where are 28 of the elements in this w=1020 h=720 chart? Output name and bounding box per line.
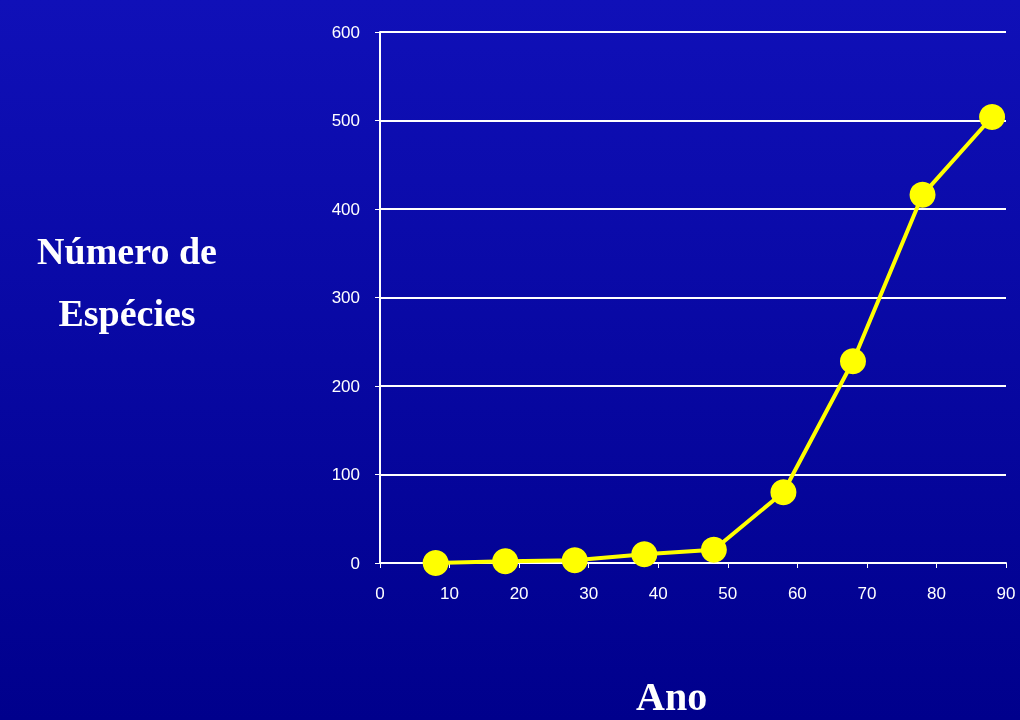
point [492,548,519,575]
x-tick-label: 70 [857,584,877,603]
point [700,536,727,563]
point [840,348,866,375]
point [561,547,588,574]
point [979,103,1006,130]
y-tick-label: 500 [331,111,360,130]
x-tick-label: 0 [375,584,385,603]
x-tick-label: 60 [787,584,807,603]
y-tick-label: 200 [331,376,360,396]
x-tick-label: 80 [926,584,946,603]
point [631,541,658,568]
point [909,181,936,208]
x-tick-label: 20 [509,584,529,603]
y-tick-label: 100 [331,465,360,484]
y-tick-label: 400 [331,199,360,219]
point [422,550,449,576]
x-tick-label: 10 [440,584,460,603]
x-tick-label: 90 [996,584,1016,603]
x-tick-label: 40 [648,584,668,603]
y-axis-title: Número de Espécies [37,230,217,334]
x-tick-label: 50 [718,584,738,603]
y-tick-label: 300 [331,288,360,307]
point [770,479,797,506]
y-tick-label: 0 [350,553,360,573]
x-tick-label: 30 [579,584,599,603]
x-axis-title: Ano [636,673,708,719]
y-tick-label: 600 [331,22,360,42]
